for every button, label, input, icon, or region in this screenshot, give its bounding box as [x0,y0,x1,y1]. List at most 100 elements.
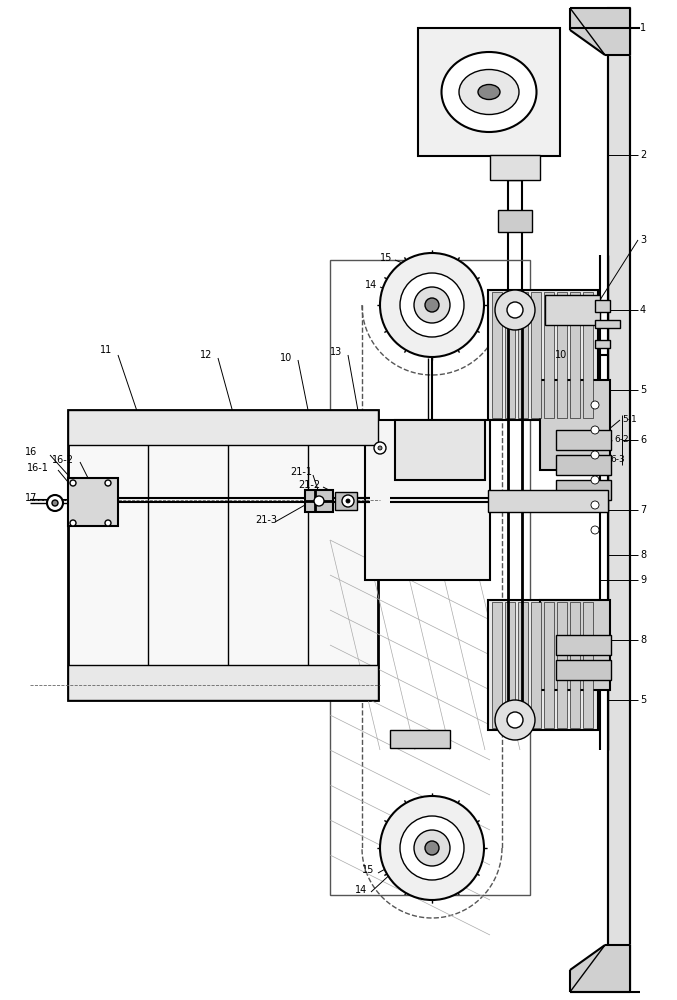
Bar [488,290,598,420]
Text: 21-2: 21-2 [298,480,320,490]
Circle shape [591,476,599,484]
Circle shape [105,480,111,486]
Bar [330,260,530,895]
Text: 7: 7 [640,505,647,515]
Text: 6-3: 6-3 [610,456,625,464]
Bar [570,292,580,418]
Bar [492,292,502,418]
Bar [595,300,610,312]
Text: 14: 14 [355,885,367,895]
Bar [492,602,502,728]
Bar [365,420,490,580]
Circle shape [400,816,464,880]
Bar [544,292,554,418]
Text: 5: 5 [640,695,647,705]
Bar [418,28,560,156]
Ellipse shape [441,52,536,132]
Bar [498,210,532,232]
Text: 3: 3 [640,235,646,245]
Circle shape [425,841,439,855]
Bar [556,635,611,655]
Bar [488,490,608,512]
Circle shape [414,287,450,323]
Text: 16-2: 16-2 [52,455,74,465]
Circle shape [425,298,439,312]
Circle shape [380,796,484,900]
Bar [518,292,528,418]
Bar [540,380,610,470]
Circle shape [414,830,450,866]
Circle shape [378,446,382,450]
Text: 21-1: 21-1 [290,467,312,477]
Bar [556,480,611,500]
Bar [68,410,378,445]
Bar [557,292,567,418]
Circle shape [70,520,76,526]
Circle shape [380,253,484,357]
Circle shape [70,480,76,486]
Bar [608,8,630,990]
Bar [595,340,610,348]
Circle shape [591,401,599,409]
Text: 8: 8 [640,635,646,645]
Circle shape [591,426,599,434]
Circle shape [495,290,535,330]
Text: 6-2: 6-2 [614,436,629,444]
Bar [395,420,485,480]
Ellipse shape [459,70,519,114]
Circle shape [591,526,599,534]
Bar [540,600,610,690]
Text: 8: 8 [640,550,646,560]
Circle shape [591,451,599,459]
Bar [556,660,611,680]
Text: 16-1: 16-1 [27,463,49,473]
Bar [68,478,118,526]
Text: 6: 6 [640,435,646,445]
Text: 16: 16 [25,447,37,457]
Bar [505,292,515,418]
Bar [531,602,541,728]
Circle shape [495,700,535,740]
Text: 5-1: 5-1 [622,416,637,424]
Text: 15: 15 [380,253,393,263]
Bar [505,602,515,728]
Bar [557,602,567,728]
Bar [390,730,450,748]
Bar [490,155,540,180]
Polygon shape [570,945,630,992]
Circle shape [105,520,111,526]
Text: 1: 1 [640,23,646,33]
Bar [488,600,598,730]
Text: 12: 12 [200,350,213,360]
Text: 10: 10 [555,350,567,360]
Text: 4: 4 [640,305,646,315]
Circle shape [342,495,354,507]
Text: 10: 10 [280,353,292,363]
Text: 17: 17 [25,493,37,503]
Circle shape [346,499,350,503]
Bar [518,602,528,728]
Bar [595,320,620,328]
Text: 2: 2 [640,150,647,160]
Circle shape [374,442,386,454]
Bar [556,430,611,450]
Text: 9: 9 [640,575,646,585]
Bar [544,602,554,728]
Bar [68,665,378,700]
Bar [583,602,593,728]
Bar [583,292,593,418]
Circle shape [507,712,523,728]
Polygon shape [570,8,630,55]
Circle shape [52,500,58,506]
Ellipse shape [478,85,500,100]
Bar [556,455,611,475]
Bar [305,490,333,512]
Text: 13: 13 [330,347,343,357]
Text: 15: 15 [362,865,374,875]
Circle shape [47,495,63,511]
Bar [531,292,541,418]
Bar [335,492,357,510]
Bar [570,602,580,728]
Text: 14: 14 [365,280,377,290]
Circle shape [507,302,523,318]
